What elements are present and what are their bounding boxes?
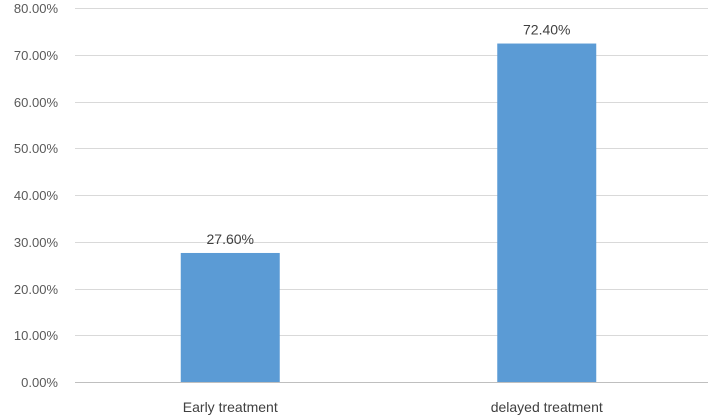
y-tick-label: 20.00% (14, 282, 59, 297)
y-tick-label: 80.00% (14, 1, 59, 16)
bar (497, 43, 597, 382)
data-labels: 27.60% 72.40% (207, 22, 571, 247)
y-axis-tick-labels: 0.00% 10.00% 20.00% 30.00% 40.00% 50.00% 60.00… (14, 1, 59, 390)
category-label: Early treatment (183, 399, 278, 415)
y-tick-label: 70.00% (14, 48, 59, 63)
gridlines (75, 8, 708, 383)
y-tick-label: 60.00% (14, 95, 59, 110)
x-axis-category-labels: Early treatment delayed treatment (183, 399, 603, 415)
bars (180, 43, 597, 382)
y-tick-label: 0.00% (21, 375, 58, 390)
y-tick-label: 50.00% (14, 141, 59, 156)
bar (180, 252, 280, 382)
data-label: 72.40% (523, 22, 570, 38)
y-tick-label: 40.00% (14, 188, 59, 203)
y-tick-label: 30.00% (14, 235, 59, 250)
y-tick-label: 10.00% (14, 328, 59, 343)
data-label: 27.60% (207, 231, 254, 247)
category-label: delayed treatment (491, 399, 603, 415)
